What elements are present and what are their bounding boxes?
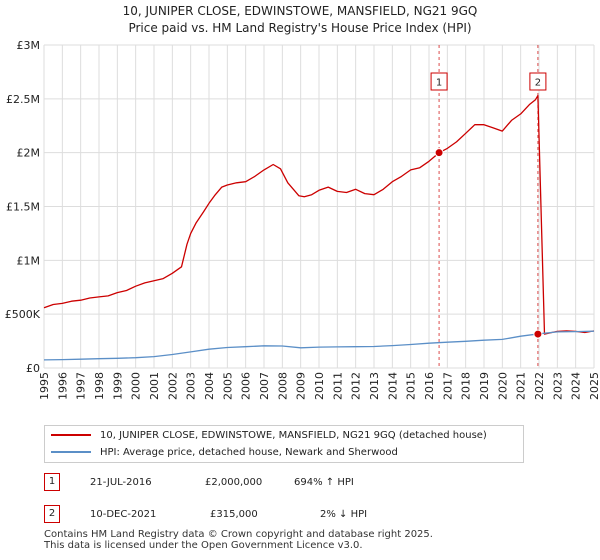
property-price-line [43,94,595,335]
x-tick-label: 2018 [460,372,473,400]
sale-badge-box [430,72,448,91]
x-tick-label: 2012 [350,372,363,400]
x-tick-label: 2015 [405,372,418,400]
x-tick-label: 2017 [441,372,454,400]
series-layer [43,94,595,361]
chart-subtitle: Price paid vs. HM Land Registry's House … [128,21,472,35]
x-tick-label: 1997 [75,372,88,400]
sale-point [533,329,543,339]
x-tick-label: 2020 [496,372,509,400]
x-tick-label: 2023 [551,372,564,400]
transaction-badge: 2 [44,505,60,523]
x-tick-label: 2000 [130,372,143,400]
x-tick-label: 1998 [93,372,106,400]
transaction-price: £315,000 [210,509,258,520]
x-tick-label: 2002 [166,372,179,400]
y-tick-label: £2M [17,147,41,160]
transaction-row: 1 21-JUL-2016 £2,000,000 694% ↑ HPI [44,473,564,491]
sale-point [434,148,444,158]
legend-item-property: 10, JUNIPER CLOSE, EDWINSTOWE, MANSFIELD… [51,428,487,444]
x-tick-label: 2025 [588,372,600,400]
transaction-badge: 1 [44,473,60,491]
transaction-hpi-delta: 694% ↑ HPI [294,477,354,488]
x-tick-label: 2004 [203,372,216,400]
footer-licence: This data is licensed under the Open Gov… [44,540,363,551]
y-tick-label: £0 [26,362,40,375]
x-tick-label: 1996 [56,372,69,400]
x-tick-label: 2014 [386,372,399,400]
legend-property-label: 10, JUNIPER CLOSE, EDWINSTOWE, MANSFIELD… [100,430,487,441]
x-tick-label: 2016 [423,372,436,400]
axis-layer: £0 £500K £1M £1.5M £2M £2.5M £3M 1995 1996 1997 19… [5,39,600,400]
legend-hpi-swatch [51,451,91,453]
legend-property-swatch [51,434,91,436]
x-tick-label: 1999 [111,372,124,400]
grid-layer [43,44,595,369]
transaction-date: 10-DEC-2021 [90,509,157,520]
transaction-date: 21-JUL-2016 [90,477,152,488]
x-tick-label: 2006 [240,372,253,400]
sale-badge-label: 1 [436,78,442,89]
x-tick-label: 2005 [221,372,234,400]
legend-item-hpi: HPI: Average price, detached house, Newa… [51,445,398,461]
sale-badge-box [529,72,547,91]
x-tick-label: 2009 [295,372,308,400]
x-tick-label: 2024 [570,372,583,400]
x-tick-label: 1995 [38,372,51,400]
transaction-row: 2 10-DEC-2021 £315,000 2% ↓ HPI [44,505,564,523]
chart-title-address: 10, JUNIPER CLOSE, EDWINSTOWE, MANSFIELD… [122,4,478,18]
x-tick-label: 2022 [533,372,546,400]
x-tick-label: 2001 [148,372,161,400]
x-tick-label: 2003 [185,372,198,400]
y-tick-label: £1M [17,254,41,267]
sale-badge-label: 2 [535,78,541,89]
transaction-hpi-delta: 2% ↓ HPI [320,509,368,520]
x-tick-label: 2011 [331,372,344,400]
x-tick-label: 2010 [313,372,326,400]
y-tick-label: £3M [17,39,41,52]
transaction-price: £2,000,000 [205,477,263,488]
price-chart: £0 £500K £1M £1.5M £2M £2.5M £3M 1995 1996 1997 19… [5,39,600,400]
legend: 10, JUNIPER CLOSE, EDWINSTOWE, MANSFIELD… [44,425,524,463]
footer-copyright: Contains HM Land Registry data © Crown c… [44,529,433,540]
x-tick-label: 2021 [515,372,528,400]
hpi-line [43,330,595,361]
y-tick-label: £500K [5,308,41,321]
x-tick-label: 2008 [276,372,289,400]
x-tick-label: 2019 [478,372,491,400]
y-tick-label: £2.5M [6,93,40,106]
x-tick-label: 2013 [368,372,381,400]
y-tick-label: £1.5M [6,201,40,214]
footer: Contains HM Land Registry data © Crown c… [44,529,433,551]
legend-hpi-label: HPI: Average price, detached house, Newa… [100,447,398,458]
x-tick-label: 2007 [258,372,271,400]
